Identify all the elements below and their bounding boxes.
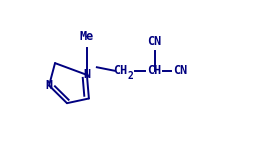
Text: N: N	[45, 79, 53, 92]
Text: CH: CH	[148, 64, 162, 77]
Text: 2: 2	[128, 71, 134, 81]
Text: N: N	[83, 68, 90, 81]
Text: CH: CH	[113, 64, 127, 77]
Text: CN: CN	[148, 35, 162, 48]
Text: CN: CN	[173, 64, 188, 77]
Text: Me: Me	[80, 30, 94, 43]
